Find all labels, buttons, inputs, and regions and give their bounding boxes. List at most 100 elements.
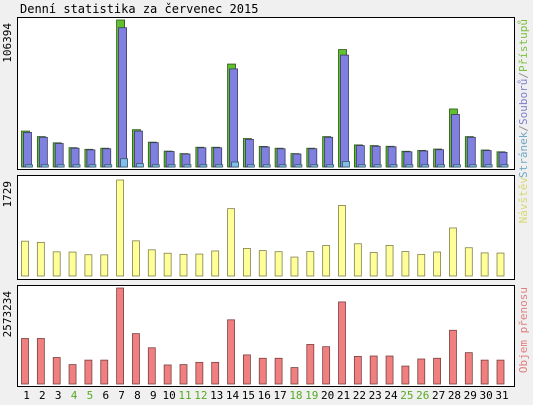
bar-panel-2-23 bbox=[369, 252, 378, 277]
bar-souboru-29 bbox=[466, 136, 476, 168]
bar-souboru-6 bbox=[102, 148, 112, 168]
bar-panel-2-1 bbox=[21, 240, 29, 277]
bar-souboru-22 bbox=[355, 145, 365, 168]
bar-panel-3-3 bbox=[52, 357, 61, 385]
bar-panel-2-9 bbox=[147, 249, 156, 277]
x-tick-label: 19 bbox=[305, 389, 318, 402]
bar-panel-3-27 bbox=[433, 357, 442, 385]
legend-item: Objem přenosu bbox=[517, 287, 530, 373]
bar-panel-3-10 bbox=[163, 364, 172, 385]
bar-stranek-15 bbox=[246, 164, 255, 168]
bar-stranek-26 bbox=[421, 164, 430, 168]
bar-souboru-28 bbox=[451, 114, 460, 168]
bar-souboru-1 bbox=[23, 132, 32, 168]
bar-panel-3-7 bbox=[116, 287, 124, 385]
bar-stranek-8 bbox=[136, 163, 144, 168]
bar-stranek-4 bbox=[72, 164, 81, 168]
bar-souboru-8 bbox=[134, 130, 143, 168]
bar-panel-3-15 bbox=[242, 354, 251, 385]
bar-souboru-2 bbox=[38, 136, 48, 168]
bar-panel-3-4 bbox=[68, 364, 77, 385]
y-max-label-panel-2: 1729 bbox=[1, 181, 14, 208]
x-tick-label: 31 bbox=[495, 389, 508, 402]
bar-panel-2-18 bbox=[290, 256, 299, 277]
bar-panel-2-6 bbox=[100, 254, 109, 277]
bar-stranek-5 bbox=[88, 164, 97, 168]
x-tick-label: 7 bbox=[118, 389, 125, 402]
x-tick-label: 8 bbox=[134, 389, 141, 402]
legend-panel-3: Objem přenosu bbox=[517, 287, 530, 373]
bar-souboru-9 bbox=[149, 142, 159, 168]
bar-stranek-20 bbox=[326, 164, 335, 168]
bar-stranek-6 bbox=[104, 164, 113, 168]
legend-panel-1: Stránek/Souborů/Přístupů bbox=[517, 19, 530, 178]
bar-panel-3-22 bbox=[353, 355, 362, 385]
legend-item: Návštěv bbox=[517, 177, 530, 224]
x-tick-label: 16 bbox=[258, 389, 271, 402]
bar-souboru-12 bbox=[197, 147, 207, 168]
bar-panel-3-13 bbox=[211, 361, 220, 385]
bar-panel-2-28 bbox=[449, 227, 457, 277]
x-tick-label: 13 bbox=[210, 389, 223, 402]
bar-stranek-2 bbox=[40, 164, 49, 168]
bar-souboru-23 bbox=[371, 145, 381, 168]
bar-panel-2-12 bbox=[195, 253, 204, 277]
bar-panel-2-14 bbox=[227, 208, 235, 277]
bar-stranek-27 bbox=[437, 164, 446, 168]
bar-stranek-16 bbox=[262, 164, 271, 168]
bar-panel-3-16 bbox=[258, 357, 267, 385]
bar-panel-3-11 bbox=[179, 364, 188, 385]
bar-panel-2-16 bbox=[258, 250, 267, 277]
bar-panel-2-3 bbox=[52, 251, 61, 277]
legend-panel-2: Návštěv bbox=[517, 177, 530, 224]
x-tick-label: 25 bbox=[400, 389, 413, 402]
bar-stranek-9 bbox=[151, 164, 160, 168]
bar-panel-2-27 bbox=[433, 251, 442, 277]
bar-panel-3-14 bbox=[227, 319, 235, 385]
bar-panel-2-4 bbox=[68, 251, 77, 277]
bar-stranek-30 bbox=[484, 164, 493, 168]
legend-item: Souborů bbox=[517, 79, 530, 125]
x-tick-label: 4 bbox=[71, 389, 78, 402]
bar-panel-2-31 bbox=[496, 252, 505, 277]
bar-panel-3-29 bbox=[464, 352, 473, 385]
bar-panel-3-31 bbox=[496, 359, 505, 385]
bar-stranek-18 bbox=[294, 164, 303, 168]
legend-item: / bbox=[517, 72, 530, 79]
bar-panel-3-25 bbox=[401, 365, 410, 385]
bar-panel-2-29 bbox=[464, 247, 473, 277]
bar-panel-2-13 bbox=[211, 250, 220, 277]
x-tick-label: 24 bbox=[384, 389, 398, 402]
x-tick-label: 15 bbox=[242, 389, 255, 402]
bar-panel-3-24 bbox=[385, 355, 394, 385]
bar-stranek-25 bbox=[405, 164, 414, 168]
x-tick-label: 20 bbox=[321, 389, 334, 402]
bar-panel-2-22 bbox=[353, 243, 362, 277]
bar-panel-3-5 bbox=[84, 359, 93, 385]
bar-stranek-11 bbox=[183, 164, 192, 168]
bar-panel-2-5 bbox=[84, 254, 93, 277]
bar-stranek-12 bbox=[199, 164, 208, 168]
x-tick-label: 2 bbox=[39, 389, 46, 402]
x-tick-label: 10 bbox=[163, 389, 176, 402]
x-tick-label: 21 bbox=[337, 389, 350, 402]
bar-stranek-31 bbox=[500, 164, 509, 168]
bar-panel-2-19 bbox=[306, 251, 315, 277]
x-tick-label: 14 bbox=[226, 389, 240, 402]
bar-panel-2-24 bbox=[385, 245, 394, 277]
bar-panel-2-15 bbox=[242, 248, 251, 277]
bar-panel-3-17 bbox=[274, 357, 283, 385]
bar-panel-3-6 bbox=[100, 359, 109, 385]
x-tick-label: 29 bbox=[464, 389, 477, 402]
bar-panel-3-12 bbox=[195, 361, 204, 385]
bar-panel-2-25 bbox=[401, 251, 410, 277]
legend-item: Stránek bbox=[517, 131, 530, 178]
bar-stranek-14 bbox=[231, 161, 239, 168]
bar-stranek-1 bbox=[25, 164, 33, 168]
bar-stranek-7 bbox=[120, 158, 128, 168]
bar-stranek-22 bbox=[357, 164, 366, 168]
bar-panel-2-20 bbox=[322, 245, 331, 277]
bar-stranek-21 bbox=[342, 161, 350, 168]
bar-panel-3-9 bbox=[147, 347, 156, 385]
